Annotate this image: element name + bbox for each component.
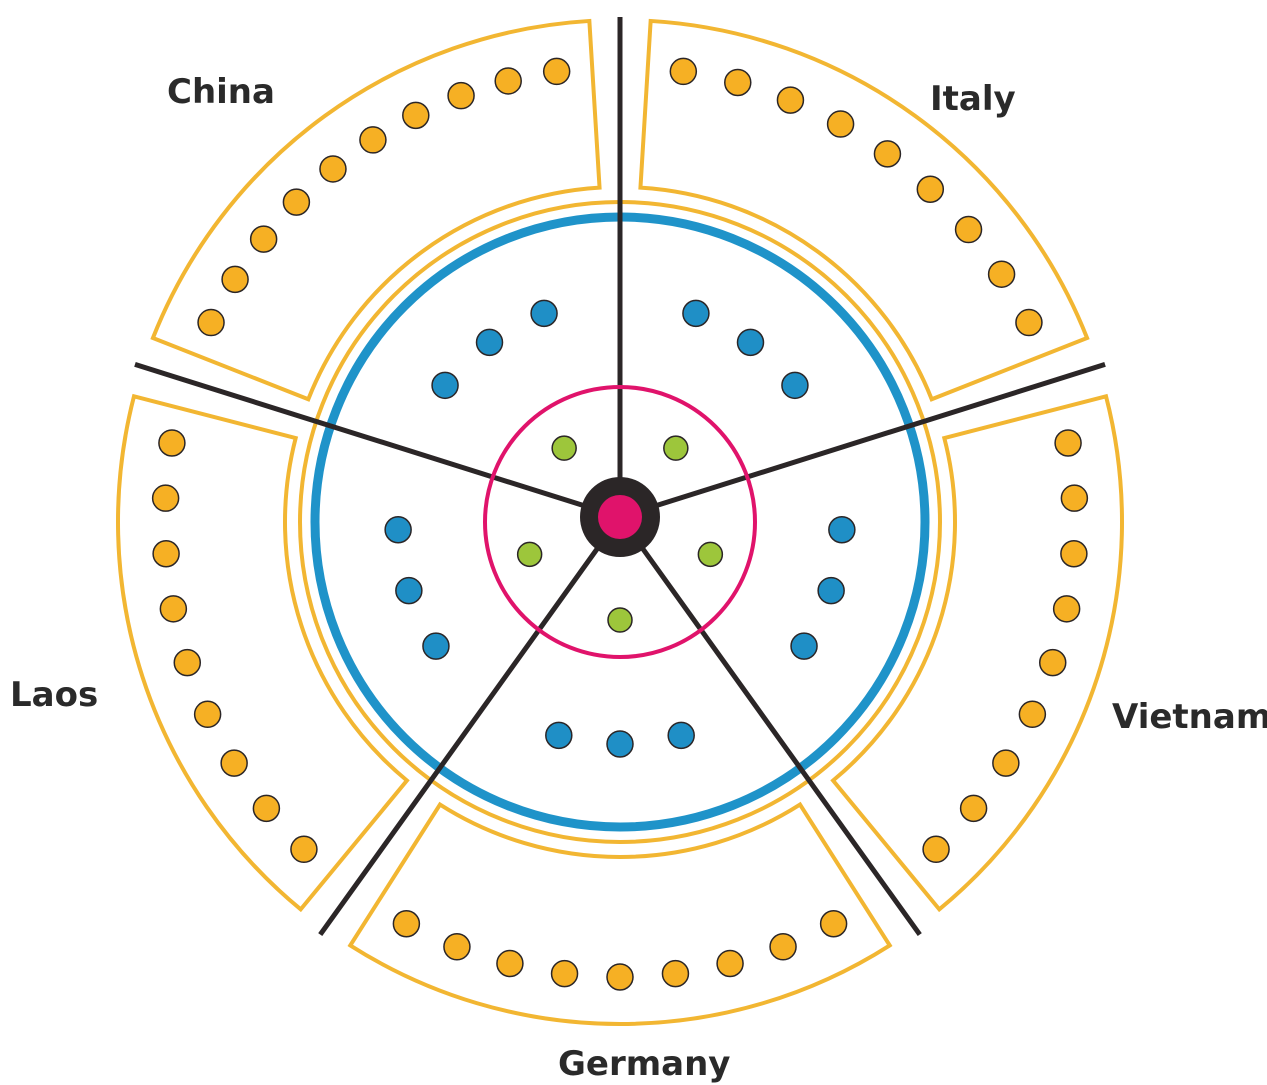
inner-dots: [516, 435, 724, 633]
inner-ring: [483, 385, 757, 659]
outer-dots: [151, 57, 1089, 991]
outer-dot: [769, 933, 797, 961]
middle-dot: [682, 299, 710, 328]
middle-dot: [431, 371, 459, 400]
middle-dot: [530, 299, 558, 328]
outer-dot: [290, 835, 318, 864]
inner-dot: [516, 541, 543, 568]
outer-dot: [173, 648, 202, 677]
outer-dot: [221, 265, 249, 294]
outer-dot: [282, 188, 311, 216]
inner-dot: [663, 435, 689, 461]
outer-dot: [151, 484, 180, 512]
middle-dot: [790, 632, 818, 660]
outer-dot: [606, 963, 634, 991]
outer-dot: [1018, 700, 1047, 729]
outer-dot: [1060, 484, 1089, 512]
outer-dot: [494, 67, 522, 95]
middle-dot: [817, 576, 845, 605]
spoke-line: [619, 362, 1106, 520]
segment-band-laos: [116, 393, 410, 913]
inner-dot: [551, 435, 577, 461]
outer-dot: [987, 260, 1016, 288]
middle-dot: [667, 721, 695, 750]
middle-dot: [384, 515, 412, 544]
middle-dot: [736, 328, 765, 357]
outer-dot: [661, 959, 690, 988]
outer-dot: [1060, 539, 1088, 568]
outer-dot: [959, 794, 988, 823]
outer-dot: [158, 429, 186, 457]
spoke-line: [134, 362, 621, 520]
outer-dot: [359, 126, 387, 154]
outer-dot: [319, 155, 347, 183]
middle-dot: [422, 632, 450, 660]
outer-dot: [1038, 648, 1067, 677]
segment-label-laos: Laos: [10, 675, 99, 715]
inner-dot: [697, 541, 724, 568]
outer-dot: [873, 140, 902, 168]
outer-dot: [776, 86, 805, 114]
outer-dot: [1054, 429, 1082, 457]
outer-dot: [954, 215, 983, 244]
outer-dot: [392, 909, 421, 938]
outer-dot: [447, 81, 475, 110]
segment-label-china: China: [167, 72, 275, 112]
outer-dot: [916, 175, 945, 203]
spokes: [134, 17, 1106, 937]
segment-band-vietnam: [830, 393, 1124, 913]
inner-dot: [607, 607, 633, 633]
middle-dot: [781, 371, 809, 400]
outer-dot: [550, 959, 579, 988]
outer-dot: [1015, 308, 1043, 337]
outer-dot: [252, 794, 281, 823]
segment-band-germany: [347, 801, 893, 1026]
segment-label-vietnam: Vietnam: [1112, 697, 1267, 737]
outer-dot: [159, 595, 188, 623]
middle-dot: [395, 576, 423, 605]
outer-dot: [819, 909, 848, 938]
spoke-line: [318, 515, 623, 937]
outer-dot: [197, 308, 225, 337]
middle-dot: [475, 328, 504, 357]
segment-label-italy: Italy: [930, 79, 1016, 119]
outer-segment-bands: [116, 18, 1124, 1026]
outer-dot: [716, 949, 744, 978]
center-hub-dot: [598, 495, 642, 539]
outer-dot: [826, 110, 855, 138]
outer-dot: [724, 68, 752, 97]
outer-dot: [152, 539, 180, 568]
middle-dot: [606, 730, 634, 758]
outer-dot: [402, 101, 430, 130]
outer-dot: [669, 57, 698, 86]
middle-dot: [828, 515, 856, 544]
outer-dot: [992, 749, 1020, 777]
spoke-line: [617, 515, 922, 937]
segment-band-italy: [638, 18, 1090, 402]
outer-dot: [193, 700, 222, 729]
middle-dots: [384, 299, 856, 758]
outer-dot: [542, 57, 571, 86]
outer-dot: [443, 933, 471, 961]
segment-band-china: [150, 18, 602, 402]
outer-dot: [496, 949, 524, 978]
outer-dot: [220, 749, 248, 777]
outer-dot: [922, 835, 950, 864]
outer-dot: [1052, 595, 1081, 623]
middle-dot: [545, 721, 573, 750]
outer-dot: [249, 225, 278, 253]
segment-label-germany: Germany: [558, 1044, 731, 1084]
